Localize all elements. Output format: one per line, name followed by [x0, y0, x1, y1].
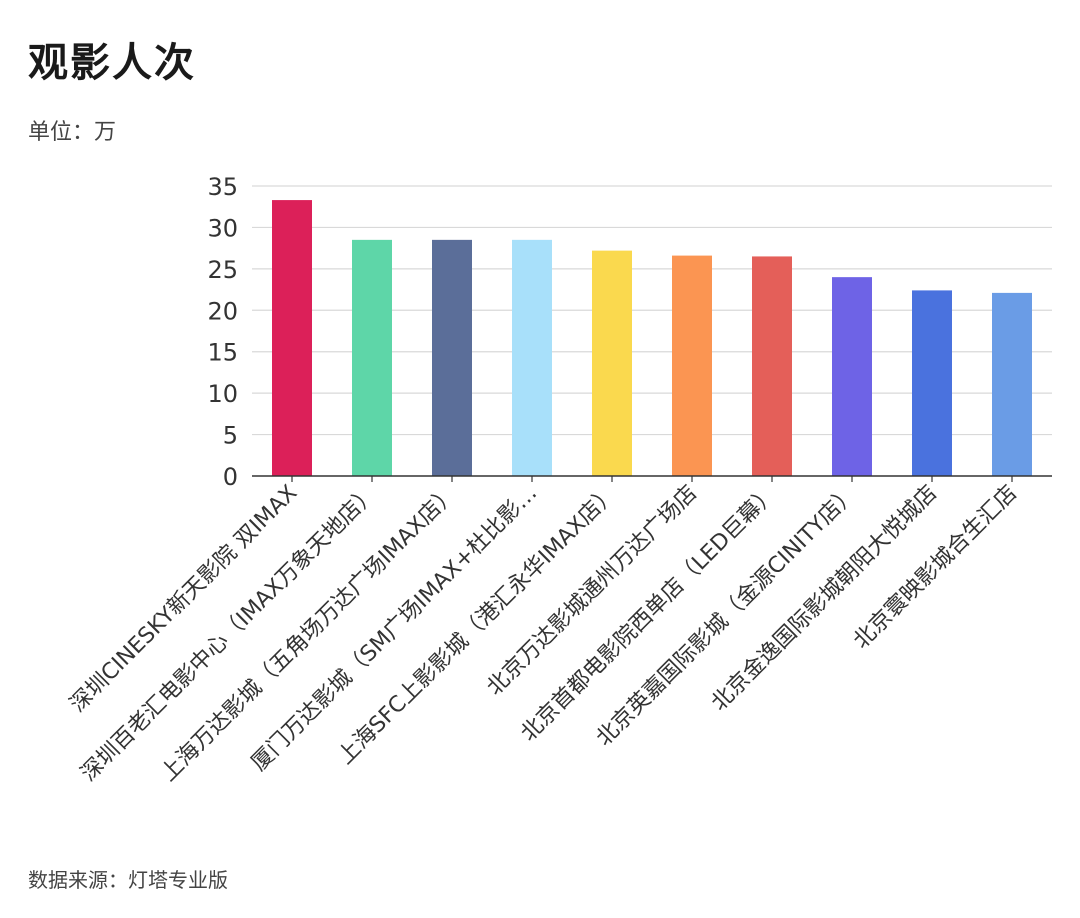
bar [752, 256, 792, 476]
x-category-label: 北京寰映影城合生汇店 [849, 481, 1022, 654]
bar [912, 290, 952, 476]
x-category-label: 上海SFC上影影城（港汇永华IMAX店） [333, 481, 622, 770]
bars [272, 200, 1032, 477]
y-tick-label: 30 [207, 214, 238, 242]
bar [672, 255, 712, 476]
y-tick-label: 15 [207, 339, 238, 367]
x-category-label: 深圳百老汇电影中心（IMAX万象天地店） [76, 481, 382, 787]
x-category-label: 厦门万达影城（SM广场IMAX+杜比影… [247, 481, 543, 777]
data-source: 数据来源：灯塔专业版 [28, 868, 228, 892]
y-tick-label: 20 [207, 297, 238, 325]
bar [512, 239, 552, 476]
y-tick-label: 25 [207, 256, 238, 284]
bar [992, 292, 1032, 476]
y-tick-label: 10 [207, 380, 238, 408]
x-axis-ticks [291, 476, 1013, 482]
bar [592, 250, 632, 476]
bar-chart: 0 5 10 15 20 25 30 35 深圳CINESKY新天影院 双IMAX深圳百老汇电… [65, 173, 1052, 787]
bar [832, 277, 872, 476]
bar [272, 200, 312, 477]
x-axis-labels: 深圳CINESKY新天影院 双IMAX深圳百老汇电影中心（IMAX万象天地店）上… [65, 481, 1022, 787]
y-tick-label: 0 [223, 463, 238, 491]
bar [352, 239, 392, 476]
unit-label: 单位：万 [28, 120, 117, 145]
y-tick-label: 35 [207, 173, 238, 201]
y-tick-label: 5 [223, 422, 238, 450]
y-axis-ticks: 0 5 10 15 20 25 30 35 [207, 173, 238, 491]
chart-title: 观影人次 [28, 40, 196, 86]
bar [432, 239, 472, 476]
x-category-label: 上海万达影城（五角场万达广场IMAX店） [156, 481, 462, 787]
